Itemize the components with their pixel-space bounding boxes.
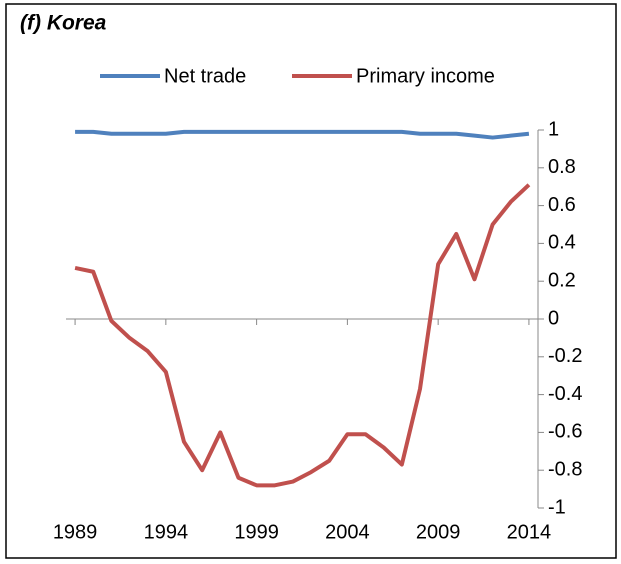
frame [5, 3, 617, 559]
series-line [74, 183, 531, 488]
y-tick-label: -1 [548, 496, 566, 518]
legend-label: Primary income [356, 65, 495, 87]
legend-label: Net trade [164, 65, 246, 87]
x-tick-label: 1999 [234, 521, 279, 543]
y-tick-label: 0.2 [548, 269, 576, 291]
y-tick-label: 0.4 [548, 232, 576, 254]
series-line [75, 129, 530, 140]
y-tick-label: -0.2 [548, 345, 582, 367]
x-tick-label: 2014 [507, 521, 552, 543]
x-tick-label: 2004 [325, 521, 370, 543]
y-tick-label: -0.8 [548, 458, 582, 480]
chart-title: (f) Korea [20, 12, 107, 35]
y-tick-label: 0.8 [548, 156, 576, 178]
y-tick-label: 0 [548, 307, 559, 329]
y-tick-label: 0.6 [548, 194, 576, 216]
y-tick-label: 1 [548, 118, 559, 140]
y-tick-label: -0.6 [548, 421, 582, 443]
x-tick-label: 1994 [144, 521, 189, 543]
x-tick-label: 1989 [53, 521, 98, 543]
y-tick-label: -0.4 [548, 383, 582, 405]
x-tick-label: 2009 [416, 521, 461, 543]
